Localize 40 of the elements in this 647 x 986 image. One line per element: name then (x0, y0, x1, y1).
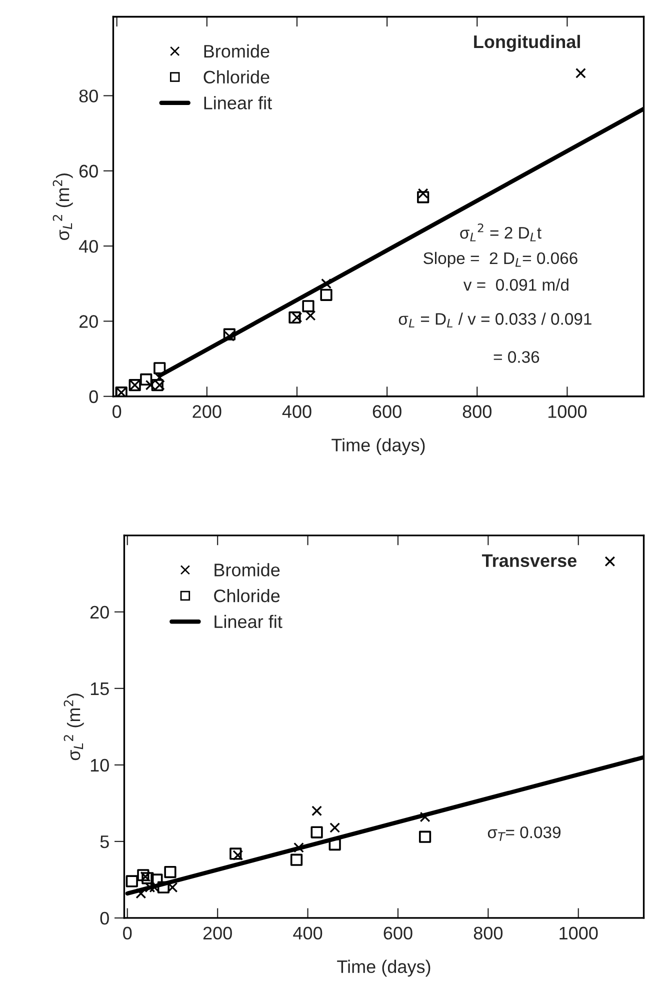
y-tick-label: 20 (79, 315, 98, 328)
y-tick-label: 0 (89, 390, 98, 404)
x-tick-label: 400 (282, 405, 312, 418)
y-tick-label: 80 (79, 90, 98, 102)
y-axis-title: σ$_{L}$$^{2}$ (m$^{2}$) (52, 174, 73, 240)
annotation: Slope = 2 D$_{L}$= 0.066 (424, 252, 578, 268)
y-tick-label: 20 (90, 606, 109, 619)
annotation: σ$_{L}$$^{2}$ = 2 D$_{L}$t (460, 224, 542, 242)
x-tick-label: 1000 (548, 405, 587, 418)
annotation: v = 0.091 m/d (463, 278, 568, 291)
text: Longitudinal (474, 34, 580, 52)
y-tick-label: 15 (90, 682, 109, 696)
y-tick-label: 5 (100, 836, 109, 848)
x-tick-label: 0 (112, 405, 122, 418)
annotation: σ$_{L}$ = D$_{L}$ / v = 0.033 / 0.091 (398, 312, 592, 328)
legend-label: Chloride (214, 588, 280, 602)
y-tick-label: 40 (78, 240, 98, 253)
legend-label: Bromide (214, 563, 280, 576)
x-axis-title: Time (days) (332, 438, 425, 456)
x-tick-label: 400 (293, 926, 322, 940)
y-tick-label: 60 (79, 164, 98, 178)
legend-label: Bromide (204, 44, 270, 58)
x-tick-label: 600 (372, 405, 402, 418)
x-tick-label: 0 (123, 926, 132, 940)
legend-label: Chloride (204, 70, 270, 84)
legend-label: Linear fit (214, 614, 282, 628)
x-tick-label: 800 (462, 405, 492, 418)
annotation: = 0.36 (494, 351, 540, 363)
y-tick-label: 0 (100, 912, 109, 925)
annotation: σ$_{T}$= 0.039 (488, 826, 560, 841)
x-tick-label: 200 (192, 405, 222, 418)
legend-label: Linear fit (204, 96, 272, 110)
y-axis-title: σ$_{L}$$^{2}$ (m$^{2}$) (64, 694, 84, 760)
text: Transverse (482, 554, 577, 568)
x-axis-title: Time (days) (337, 960, 430, 977)
x-tick-label: 200 (203, 926, 232, 940)
y-tick-label: 10 (90, 758, 109, 772)
x-tick-label: 800 (474, 926, 503, 940)
x-tick-label: 600 (384, 926, 412, 940)
x-tick-label: 1000 (560, 926, 598, 940)
